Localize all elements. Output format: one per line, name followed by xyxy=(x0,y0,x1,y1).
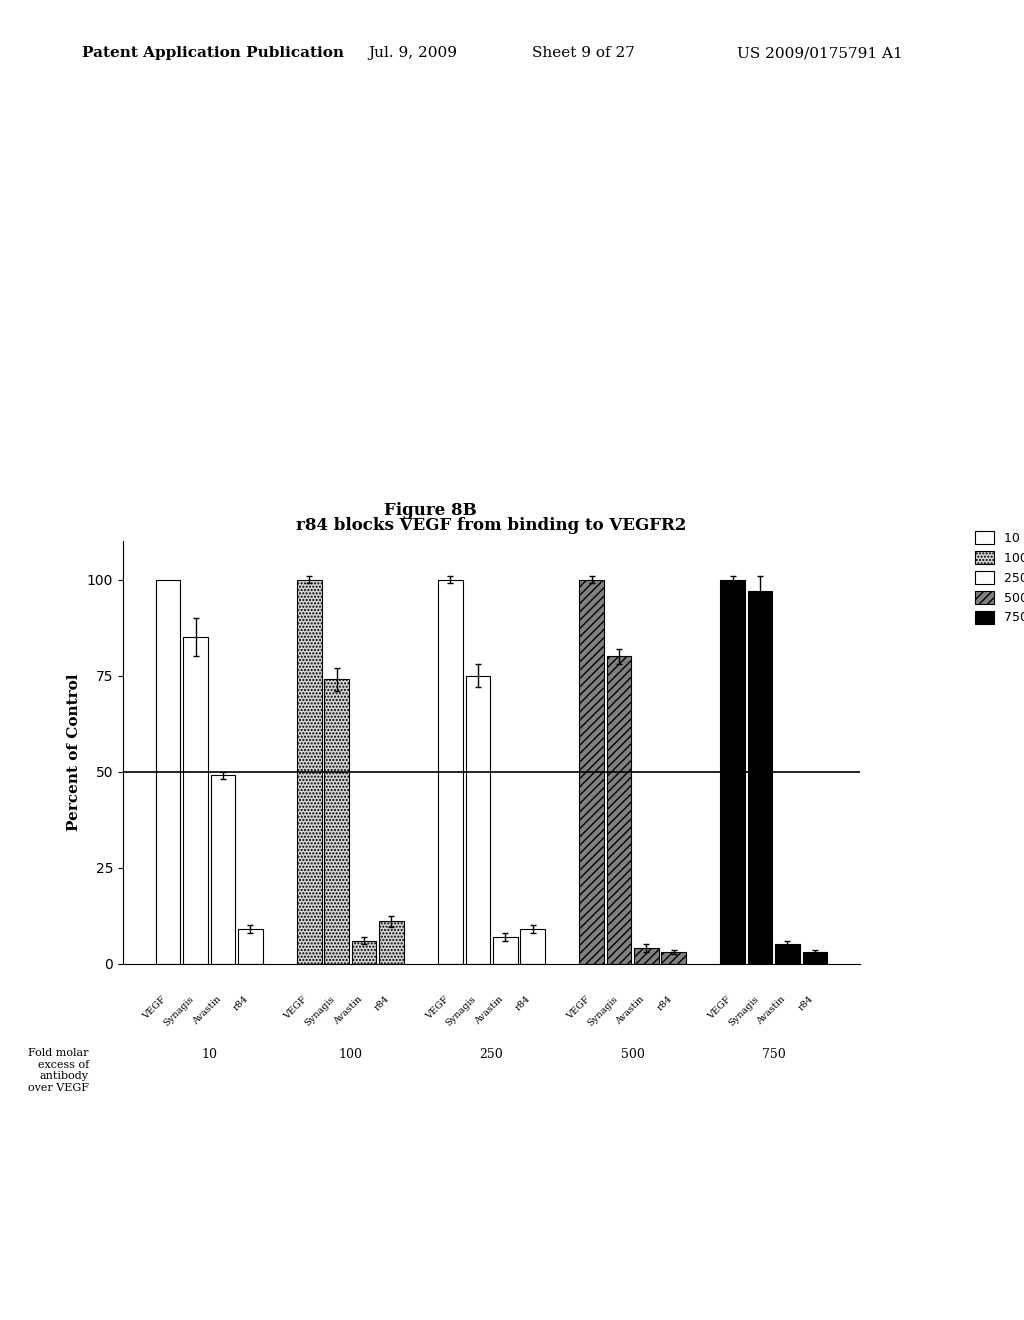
Bar xyxy=(297,579,322,964)
Text: Synagis: Synagis xyxy=(162,994,196,1028)
Y-axis label: Percent of Control: Percent of Control xyxy=(68,673,81,832)
Text: Avastin: Avastin xyxy=(473,994,505,1026)
Text: r84: r84 xyxy=(797,994,815,1012)
Bar xyxy=(156,579,180,964)
Bar xyxy=(238,929,262,964)
Text: Figure 8B: Figure 8B xyxy=(384,502,476,519)
Text: Synagis: Synagis xyxy=(726,994,760,1028)
Bar xyxy=(580,579,604,964)
Bar xyxy=(352,941,377,964)
Text: r84: r84 xyxy=(514,994,532,1012)
Text: Avastin: Avastin xyxy=(614,994,646,1026)
Text: r84: r84 xyxy=(373,994,391,1012)
Text: Patent Application Publication: Patent Application Publication xyxy=(82,46,344,61)
Text: r84: r84 xyxy=(655,994,674,1012)
Text: VEGF: VEGF xyxy=(141,994,168,1020)
Text: Avastin: Avastin xyxy=(191,994,223,1026)
Bar xyxy=(379,921,403,964)
Bar xyxy=(634,948,658,964)
Bar xyxy=(662,952,686,964)
Text: Sheet 9 of 27: Sheet 9 of 27 xyxy=(532,46,635,61)
Text: 100: 100 xyxy=(338,1048,362,1061)
Bar xyxy=(520,929,545,964)
Bar xyxy=(493,937,517,964)
Legend: 10 fold, 100 fold, 250 fold, 500 fold, 750 fold: 10 fold, 100 fold, 250 fold, 500 fold, 7… xyxy=(970,527,1024,630)
Text: Avastin: Avastin xyxy=(332,994,365,1026)
Text: Synagis: Synagis xyxy=(444,994,478,1028)
Text: VEGF: VEGF xyxy=(706,994,733,1020)
Bar xyxy=(775,944,800,964)
Text: 10: 10 xyxy=(202,1048,217,1061)
Text: 500: 500 xyxy=(621,1048,644,1061)
Text: Synagis: Synagis xyxy=(303,994,337,1028)
Bar xyxy=(803,952,827,964)
Bar xyxy=(748,591,772,964)
Text: 250: 250 xyxy=(479,1048,504,1061)
Bar xyxy=(721,579,745,964)
Text: Jul. 9, 2009: Jul. 9, 2009 xyxy=(369,46,458,61)
Bar xyxy=(438,579,463,964)
Title: r84 blocks VEGF from binding to VEGFR2: r84 blocks VEGF from binding to VEGFR2 xyxy=(296,517,687,535)
Text: VEGF: VEGF xyxy=(565,994,592,1020)
Text: VEGF: VEGF xyxy=(424,994,451,1020)
Text: Synagis: Synagis xyxy=(586,994,618,1028)
Text: r84: r84 xyxy=(231,994,250,1012)
Bar xyxy=(211,775,236,964)
Text: Avastin: Avastin xyxy=(756,994,787,1026)
Text: 750: 750 xyxy=(762,1048,785,1061)
Text: US 2009/0175791 A1: US 2009/0175791 A1 xyxy=(737,46,903,61)
Bar xyxy=(325,680,349,964)
Text: VEGF: VEGF xyxy=(283,994,309,1020)
Bar xyxy=(606,656,631,964)
Text: Fold molar
excess of
antibody
over VEGF: Fold molar excess of antibody over VEGF xyxy=(28,1048,89,1093)
Bar xyxy=(466,676,490,964)
Bar xyxy=(183,638,208,964)
